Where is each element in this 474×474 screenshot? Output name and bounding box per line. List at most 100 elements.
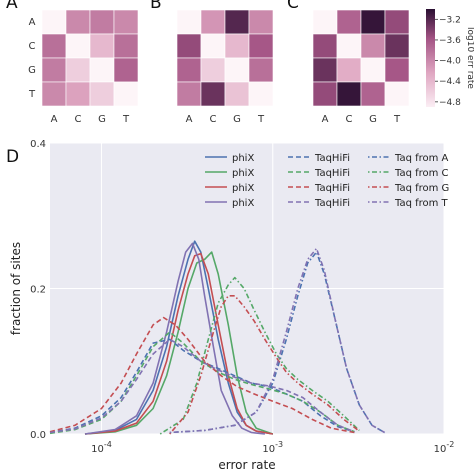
y-tick-label: 0.2 [30,285,46,296]
heatmap-cell [89,9,115,35]
col-label: A [51,114,58,125]
heatmap-cell [176,81,202,107]
x-tick-label: 10-3 [262,440,283,455]
series-line-10 [169,294,360,435]
row-label: C [29,41,36,52]
colorbar-tick-label: −3.2 [439,15,461,25]
series-line-0 [84,240,273,435]
x-axis-label: error rate [218,458,275,472]
y-axis-label: fraction of sites [9,242,23,335]
legend-label: TaqHiFi [314,168,350,179]
legend-label: phiX [232,153,254,164]
heatmap-cell [65,81,91,107]
legend-label: Taq from T [394,198,449,209]
heatmap-cell [312,81,338,107]
legend-label: TaqHiFi [314,198,350,209]
heatmap-cell [89,33,115,59]
col-label: A [322,114,329,125]
heatmap-cell [248,57,274,83]
heatmap-cell [384,9,410,35]
legend-label: phiX [232,168,254,179]
heatmap-cell [113,57,139,83]
heatmap-cell [248,9,274,35]
gridlines [50,142,445,435]
row-label: G [28,65,36,76]
heatmap-cell [224,9,250,35]
heatmap-cell [360,57,386,83]
heatmap-cell [336,9,362,35]
legend-label: TaqHiFi [314,153,350,164]
col-label: G [233,114,241,125]
series-line-3 [84,242,265,435]
series-lines [49,240,385,435]
colorbar: −3.2 −3.6 −4.0 −4.4 −4.8 log10 err rate [426,9,474,108]
series-line-6 [49,316,355,434]
heatmap-cell [384,33,410,59]
col-label: C [75,114,82,125]
heatmap-c: C A C G T [287,0,410,125]
col-label: T [122,114,130,125]
heatmap-cell [113,33,139,59]
colorbar-tick-label: −4.0 [439,57,461,67]
heatmap-cell [248,81,274,107]
col-label: G [369,114,377,125]
panel-label: D [6,147,19,167]
colorbar-gradient [426,9,435,107]
heatmap-cell [41,81,67,107]
legend-label: Taq from G [394,183,449,194]
row-label: A [29,17,36,28]
heatmap-cell [65,57,91,83]
series-line-7 [49,338,355,434]
series-line-11 [169,247,385,434]
heatmap-cell [65,9,91,35]
panel-label: C [287,0,299,13]
heatmap-cell [360,9,386,35]
heatmap-cell [312,9,338,35]
axes: D 0.0 0.2 0.4 10-4 10-3 10-2 error rate fraction… [6,139,454,472]
colorbar-tick-label: −4.8 [439,98,461,108]
col-label: A [186,114,193,125]
heatmap-cell [360,33,386,59]
legend-label: Taq from A [394,153,449,164]
col-label: C [210,114,217,125]
col-label: G [98,114,106,125]
colorbar-tick-label: −4.4 [439,77,461,87]
heatmap-cell [41,9,67,35]
panel-label: B [150,0,162,13]
heatmap-cell [336,81,362,107]
heatmap-cell [176,57,202,83]
heatmap-cell [200,57,226,83]
heatmap-cell [224,33,250,59]
heatmap-cell [200,33,226,59]
row-label: T [28,89,36,100]
legend-label: TaqHiFi [314,183,350,194]
heatmap-cell [113,81,139,107]
heatmap-cell [41,57,67,83]
heatmap-cell [360,81,386,107]
heatmap-cell [176,9,202,35]
heatmap-cell [312,33,338,59]
heatmap-cell [89,81,115,107]
heatmap-cell [200,9,226,35]
heatmap-cell [89,57,115,83]
heatmap-cell [248,33,274,59]
heatmap-cell [41,33,67,59]
col-label: T [393,114,401,125]
legend: phiX phiX phiX phiX TaqHiFi TaqHiFi TaqHiFi Taq… [205,153,449,209]
heatmap-cell [336,33,362,59]
heatmap-cell [336,57,362,83]
heatmap-cell [65,33,91,59]
legend-label: Taq from C [394,168,449,179]
col-label: C [346,114,353,125]
heatmap-cell [176,33,202,59]
colorbar-label: log10 err rate [465,27,474,89]
heatmap-cell [384,57,410,83]
line-chart: D 0.0 0.2 0.4 10-4 10-3 10-2 error rate fraction… [6,139,454,472]
legend-label: phiX [232,183,254,194]
heatmap-cell [200,81,226,107]
series-line-1 [84,251,274,435]
heatmap-cell [224,81,250,107]
